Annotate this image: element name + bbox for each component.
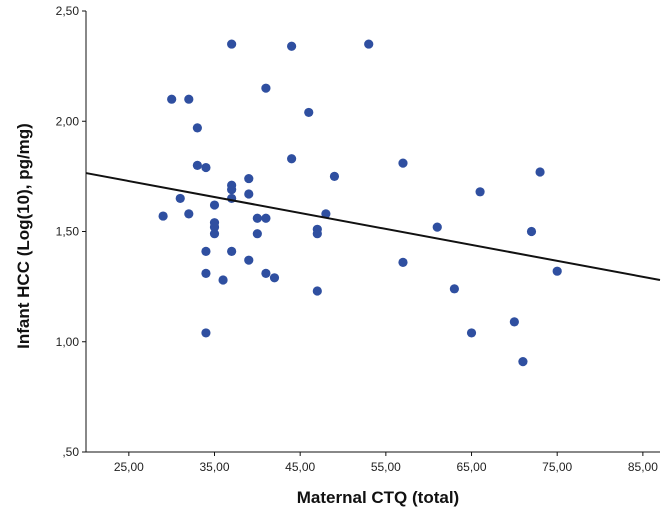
data-point [201,246,211,256]
y-axis-ticks: ,50 1,00 1,50 2,00 2,50 [56,4,86,459]
data-point [261,268,271,278]
data-point [209,200,220,210]
data-point [552,266,562,276]
data-point [218,275,228,285]
x-tick-label: 75,00 [542,460,572,474]
y-tick-label: 2,00 [56,114,80,128]
data-point [329,171,340,181]
data-point [304,107,314,118]
data-point [244,255,254,265]
data-point [398,257,408,267]
data-point [184,94,194,104]
data-point [227,39,237,49]
data-point [269,273,280,283]
x-axis-ticks: 25,00 35,00 45,00 55,00 65,00 75,00 85,00 [114,452,658,474]
x-tick-label: 55,00 [371,460,401,474]
y-tick-label: 1,50 [56,225,80,239]
x-axis-title: Maternal CTQ (total) [297,488,459,507]
data-point [209,222,220,232]
x-tick-label: 35,00 [199,460,229,474]
data-point [518,356,528,367]
data-points [158,39,562,367]
data-point [261,213,271,223]
data-point [244,189,254,199]
data-point [184,209,194,219]
data-point [312,229,322,239]
data-point [201,328,211,338]
y-tick-label: 2,50 [56,4,80,18]
data-point [244,173,254,184]
x-tick-label: 85,00 [628,460,658,474]
data-point [466,328,477,338]
data-point [252,213,262,223]
data-point [201,268,211,278]
y-tick-label: ,50 [62,445,79,459]
data-point [432,222,442,232]
data-point [261,83,271,93]
data-point [158,211,168,221]
data-point [475,187,485,197]
data-point [287,41,297,51]
data-point [227,185,237,195]
data-point [175,193,185,204]
data-point [167,94,177,104]
data-point [321,209,331,219]
data-point [252,229,262,239]
data-point [364,39,374,49]
x-tick-label: 65,00 [457,460,487,474]
regression-line [85,172,661,281]
data-point [526,226,537,237]
y-tick-label: 1,00 [56,335,80,349]
data-point [449,284,459,294]
data-point [201,162,211,173]
data-point [398,158,408,168]
data-point [535,167,545,177]
x-tick-label: 25,00 [114,460,144,474]
data-point [192,123,202,133]
data-point [209,229,220,239]
x-tick-label: 45,00 [285,460,315,474]
data-point [227,246,237,256]
data-point [509,317,519,327]
data-point [287,154,297,164]
data-point [312,286,322,296]
data-point [192,160,202,170]
y-axis-title: Infant HCC (Log(10), pg/mg) [14,123,33,349]
